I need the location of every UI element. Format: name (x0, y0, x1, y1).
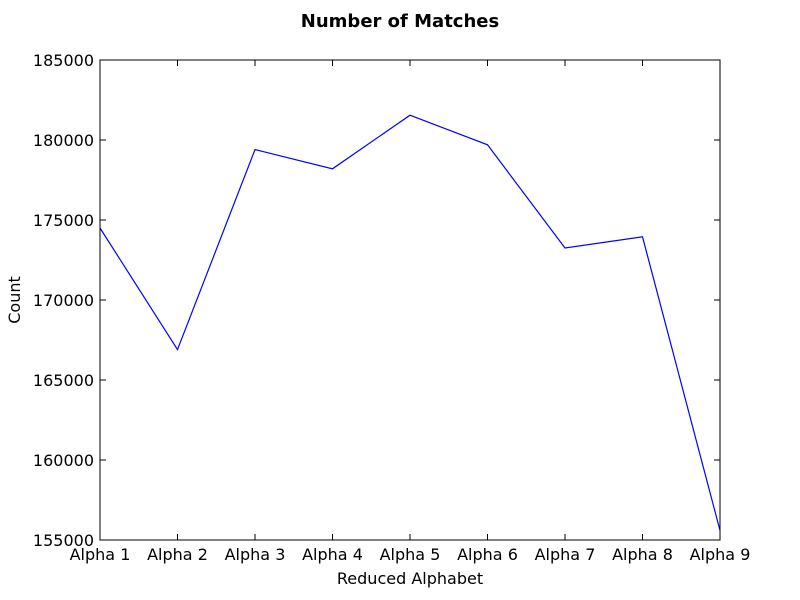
y-tick-label: 170000 (33, 291, 94, 310)
x-tick-labels: Alpha 1 Alpha 2 Alpha 3 Alpha 4 Alpha 5 Alpha… (70, 545, 751, 564)
y-axis-label: Count (5, 276, 24, 324)
x-tick-label: Alpha 7 (535, 545, 596, 564)
y-tick-label: 185000 (33, 51, 94, 70)
y-tick-label: 160000 (33, 451, 94, 470)
y-tick-label: 165000 (33, 371, 94, 390)
y-tick-label: 155000 (33, 531, 94, 550)
y-tick-labels: 155000 160000 165000 170000 175000 180000 1850… (33, 51, 94, 550)
series-line (99, 114, 721, 531)
y-tick-label: 175000 (33, 211, 94, 230)
x-tick-label: Alpha 1 (70, 545, 131, 564)
x-axis-label: Reduced Alphabet (337, 569, 483, 588)
x-tick-label: Alpha 8 (612, 545, 673, 564)
x-tick-label: Alpha 4 (302, 545, 363, 564)
x-tick-label: Alpha 3 (225, 545, 286, 564)
series-group (99, 114, 721, 531)
plot-frame (99, 59, 721, 541)
x-tick-label: Alpha 5 (380, 545, 441, 564)
plot-area (100, 60, 720, 540)
y-tick-label: 180000 (33, 131, 94, 150)
chart-title: Number of Matches (301, 11, 499, 32)
x-tick-label: Alpha 2 (147, 545, 208, 564)
x-tick-label: Alpha 9 (690, 545, 751, 564)
x-tick-label: Alpha 6 (457, 545, 518, 564)
